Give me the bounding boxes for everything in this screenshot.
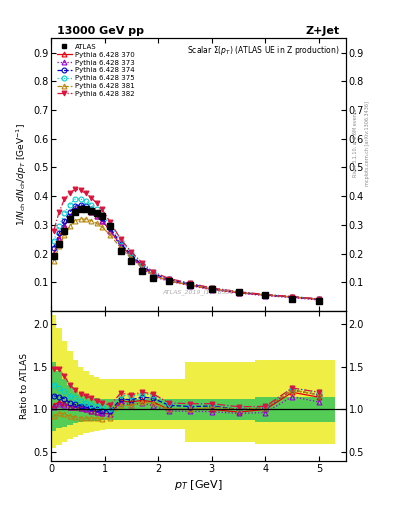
Text: ATLAS_2019_I1736531: ATLAS_2019_I1736531 — [163, 289, 234, 294]
Text: 13000 GeV pp: 13000 GeV pp — [57, 26, 144, 36]
Text: mcplots.cern.ch [arXiv:1306.3436]: mcplots.cern.ch [arXiv:1306.3436] — [365, 101, 370, 186]
Text: Rivet 3.1.10, ≥ 2.6M events: Rivet 3.1.10, ≥ 2.6M events — [353, 109, 358, 178]
Y-axis label: $1/N_{\rm ch}\,dN_{\rm ch}/dp_T$ [GeV$^{-1}$]: $1/N_{\rm ch}\,dN_{\rm ch}/dp_T$ [GeV$^{… — [15, 123, 29, 226]
Y-axis label: Ratio to ATLAS: Ratio to ATLAS — [20, 353, 29, 419]
Text: Z+Jet: Z+Jet — [306, 26, 340, 36]
Legend: ATLAS, Pythia 6.428 370, Pythia 6.428 373, Pythia 6.428 374, Pythia 6.428 375, P: ATLAS, Pythia 6.428 370, Pythia 6.428 37… — [55, 42, 136, 99]
Text: Scalar $\Sigma(p_T)$ (ATLAS UE in Z production): Scalar $\Sigma(p_T)$ (ATLAS UE in Z prod… — [187, 44, 340, 57]
X-axis label: $p_T$ [GeV]: $p_T$ [GeV] — [174, 478, 223, 492]
